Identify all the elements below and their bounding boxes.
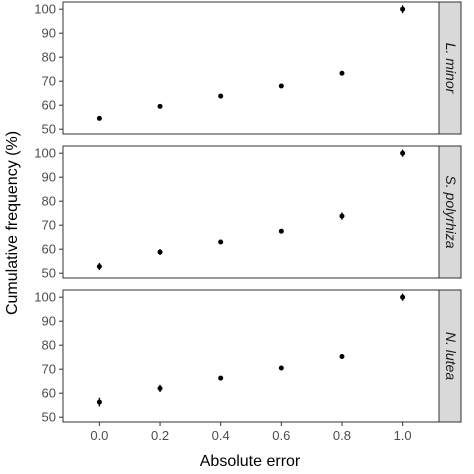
data-point xyxy=(218,375,224,381)
y-tick-label: 90 xyxy=(42,26,56,41)
y-tick-label: 90 xyxy=(42,314,56,329)
facet-strip-label: N. lutea xyxy=(443,332,459,380)
y-tick-label: 100 xyxy=(34,290,56,305)
x-tick-label: 0.8 xyxy=(333,428,351,443)
data-point xyxy=(157,249,163,255)
data-point xyxy=(339,213,345,219)
x-tick-label: 0.2 xyxy=(151,428,169,443)
y-tick-label: 80 xyxy=(42,338,56,353)
facet-strip xyxy=(438,145,462,279)
facet-strip xyxy=(438,1,462,135)
y-tick-label: 70 xyxy=(42,218,56,233)
x-tick-label: 1.0 xyxy=(394,428,412,443)
panel-border xyxy=(62,289,440,423)
data-point xyxy=(278,228,284,234)
y-tick-label: 50 xyxy=(42,122,56,137)
data-point xyxy=(96,399,102,405)
data-point xyxy=(339,353,345,359)
data-point xyxy=(157,103,163,109)
data-point xyxy=(339,70,345,76)
x-tick-label: 0.0 xyxy=(90,428,108,443)
panel-border xyxy=(62,1,440,135)
data-point xyxy=(96,115,102,121)
data-point xyxy=(96,263,102,269)
y-tick-label: 70 xyxy=(42,74,56,89)
facet-panels: L. minor 50 60 70 80 90 100 S. polyrhiza 50 60 70 8… xyxy=(34,1,462,443)
data-point xyxy=(400,294,406,300)
y-tick-label: 70 xyxy=(42,362,56,377)
data-point xyxy=(218,93,224,99)
data-point xyxy=(157,385,163,391)
y-tick-label: 60 xyxy=(42,98,56,113)
data-point xyxy=(400,150,406,156)
panel-border xyxy=(62,145,440,279)
y-tick-label: 80 xyxy=(42,50,56,65)
data-point xyxy=(278,83,284,89)
y-tick-label: 100 xyxy=(34,2,56,17)
y-tick-label: 60 xyxy=(42,242,56,257)
y-tick-label: 100 xyxy=(34,146,56,161)
y-tick-label: 50 xyxy=(42,266,56,281)
facet-panel: N. lutea 50 60 70 80 90 100 xyxy=(34,289,462,425)
x-tick-label: 0.6 xyxy=(272,428,290,443)
y-tick-label: 50 xyxy=(42,410,56,425)
data-point xyxy=(218,239,224,245)
y-tick-label: 80 xyxy=(42,194,56,209)
x-tick-label: 0.4 xyxy=(212,428,230,443)
y-tick-label: 60 xyxy=(42,386,56,401)
facet-strip xyxy=(438,289,462,423)
facet-panel: L. minor 50 60 70 80 90 100 xyxy=(34,1,462,137)
facet-panel: S. polyrhiza 50 60 70 80 90 100 xyxy=(34,145,462,281)
data-point xyxy=(400,6,406,12)
facet-strip-label: S. polyrhiza xyxy=(443,175,459,248)
y-axis-title: Cumulative frequency (%) xyxy=(4,131,21,315)
facet-strip-label: L. minor xyxy=(443,43,459,95)
y-tick-label: 90 xyxy=(42,170,56,185)
data-point xyxy=(278,365,284,371)
x-axis-title: Absolute error xyxy=(200,453,301,470)
